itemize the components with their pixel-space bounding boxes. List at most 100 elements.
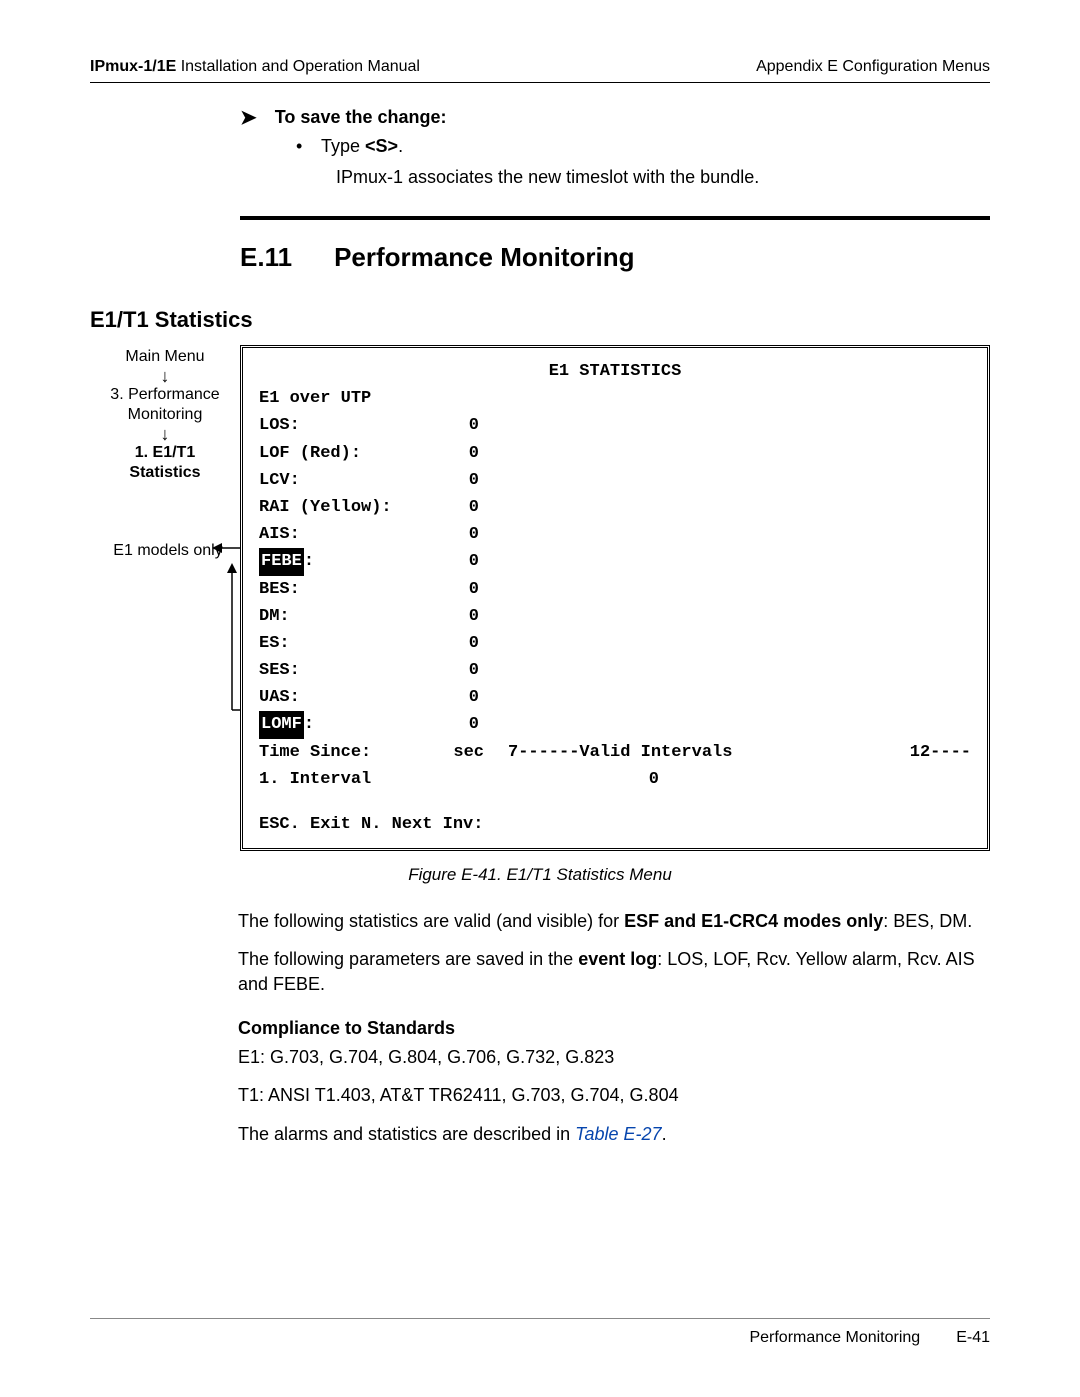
valid-intervals-text: 7------Valid Intervals — [508, 739, 881, 766]
down-arrow-icon: ↓ — [90, 425, 240, 443]
stat-value: 0 — [419, 521, 479, 548]
stat-row: AIS:0 — [259, 521, 971, 548]
table-link[interactable]: Table E-27 — [575, 1124, 661, 1144]
footer-section: Performance Monitoring — [749, 1329, 920, 1347]
section-divider — [240, 216, 990, 220]
stat-label: LCV: — [259, 467, 419, 494]
stat-label: LOS: — [259, 412, 419, 439]
stat-value: 0 — [419, 494, 479, 521]
stat-label-highlight: FEBE — [259, 548, 304, 575]
para-text: : BES, DM. — [883, 911, 972, 931]
section-heading: E.11 Performance Monitoring — [240, 242, 990, 273]
stat-value: 0 — [419, 603, 479, 630]
stat-row: LOMF:0 — [259, 711, 971, 738]
stat-row: DM:0 — [259, 603, 971, 630]
arrow-right-icon: ➤ — [240, 105, 257, 130]
stat-row: BES:0 — [259, 576, 971, 603]
menu-path-item: 3. Performance — [90, 385, 240, 405]
stat-label: LOF (Red): — [259, 440, 419, 467]
stat-value: 0 — [419, 467, 479, 494]
stat-label: SES: — [259, 657, 419, 684]
stat-label: FEBE: — [259, 548, 419, 575]
appendix-title: Appendix E Configuration Menus — [756, 58, 990, 76]
figure-caption: Figure E-41. E1/T1 Statistics Menu — [90, 865, 990, 885]
save-tail: . — [398, 136, 403, 156]
time-since-row: Time Since: sec 7------Valid Intervals 1… — [259, 739, 971, 766]
terminal-title: E1 STATISTICS — [259, 358, 971, 385]
stat-value: 0 — [419, 630, 479, 657]
footer-wrapper: Performance Monitoring E-41 — [90, 1198, 990, 1347]
stat-value: 0 — [419, 440, 479, 467]
menu-path-sidebar: Main Menu ↓ 3. Performance Monitoring ↓ … — [90, 345, 240, 483]
alarms-para: The alarms and statistics are described … — [238, 1122, 990, 1146]
menu-path-item: Monitoring — [90, 405, 240, 425]
page: IPmux-1/1E Installation and Operation Ma… — [0, 0, 1080, 1397]
section-number: E.11 — [240, 242, 292, 273]
para-esf: The following statistics are valid (and … — [238, 909, 990, 933]
compliance-t1: T1: ANSI T1.403, AT&T TR62411, G.703, G.… — [238, 1083, 990, 1107]
terminal-footer-commands: ESC. Exit N. Next Inv: — [259, 811, 971, 838]
stat-row: RAI (Yellow):0 — [259, 494, 971, 521]
interval-label: 1. Interval — [259, 766, 599, 793]
terminal-subtitle: E1 over UTP — [259, 385, 971, 412]
stat-label: BES: — [259, 576, 419, 603]
stat-label: DM: — [259, 603, 419, 630]
valid-intervals-value: 12---- — [881, 739, 971, 766]
stat-row: FEBE:0 — [259, 548, 971, 575]
stat-value: 0 — [419, 412, 479, 439]
stat-value: 0 — [419, 711, 479, 738]
interval-row: 1. Interval 0 — [259, 766, 971, 793]
stat-row: LCV:0 — [259, 467, 971, 494]
terminal-screen: E1 STATISTICS E1 over UTP LOS:0LOF (Red)… — [240, 345, 990, 851]
stat-label-highlight: LOMF — [259, 711, 304, 738]
alarms-post: . — [662, 1124, 667, 1144]
stat-row: LOS:0 — [259, 412, 971, 439]
stat-value: 0 — [419, 548, 479, 575]
stat-label: AIS: — [259, 521, 419, 548]
save-bullet-line: • Type <S>. — [296, 136, 990, 157]
alarms-pre: The alarms and statistics are described … — [238, 1124, 575, 1144]
menu-path-item: Main Menu — [90, 347, 240, 367]
manual-title: IPmux-1/1E Installation and Operation Ma… — [90, 58, 420, 76]
manual-title-rest: Installation and Operation Manual — [176, 58, 420, 75]
compliance-e1: E1: G.703, G.704, G.804, G.706, G.732, G… — [238, 1045, 990, 1069]
stat-label: RAI (Yellow): — [259, 494, 419, 521]
page-footer: Performance Monitoring E-41 — [90, 1318, 990, 1347]
para-text: The following statistics are valid (and … — [238, 911, 624, 931]
stat-label: UAS: — [259, 684, 419, 711]
down-arrow-icon: ↓ — [90, 367, 240, 385]
compliance-heading: Compliance to Standards — [238, 1018, 990, 1039]
save-heading-line: ➤ To save the change: — [240, 105, 990, 130]
stat-value: 0 — [419, 576, 479, 603]
stat-row: SES:0 — [259, 657, 971, 684]
save-heading: To save the change: — [275, 107, 447, 128]
save-bullet-prefix: Type — [321, 136, 365, 156]
interval-value: 0 — [599, 766, 659, 793]
menu-path-current: Statistics — [90, 463, 240, 483]
sub-heading: E1/T1 Statistics — [90, 307, 990, 333]
stat-row: UAS:0 — [259, 684, 971, 711]
footer-page-number: E-41 — [956, 1329, 990, 1347]
save-block: ➤ To save the change: • Type <S>. IPmux-… — [240, 105, 990, 188]
para-bold: event log — [578, 949, 657, 969]
stat-row: ES:0 — [259, 630, 971, 657]
para-eventlog: The following parameters are saved in th… — [238, 947, 990, 996]
bullet-icon: • — [296, 136, 302, 156]
time-since-unit: sec — [424, 739, 484, 766]
content-row: E1 models only Main Menu ↓ 3. Performanc… — [90, 345, 990, 851]
para-bold: ESF and E1-CRC4 modes only — [624, 911, 883, 931]
menu-path-current: 1. E1/T1 — [90, 443, 240, 463]
stat-row: LOF (Red):0 — [259, 440, 971, 467]
stat-value: 0 — [419, 684, 479, 711]
e1-models-annotation: E1 models only — [98, 541, 238, 560]
section-title: Performance Monitoring — [334, 242, 634, 273]
stats-list: LOS:0LOF (Red):0LCV:0RAI (Yellow):0AIS:0… — [259, 412, 971, 738]
time-since-label: Time Since: — [259, 739, 424, 766]
page-header: IPmux-1/1E Installation and Operation Ma… — [90, 58, 990, 83]
save-key: <S> — [365, 136, 398, 156]
stat-value: 0 — [419, 657, 479, 684]
stat-label: LOMF: — [259, 711, 419, 738]
save-assoc: IPmux-1 associates the new timeslot with… — [336, 167, 990, 188]
manual-title-bold: IPmux-1/1E — [90, 58, 176, 75]
para-text: The following parameters are saved in th… — [238, 949, 578, 969]
